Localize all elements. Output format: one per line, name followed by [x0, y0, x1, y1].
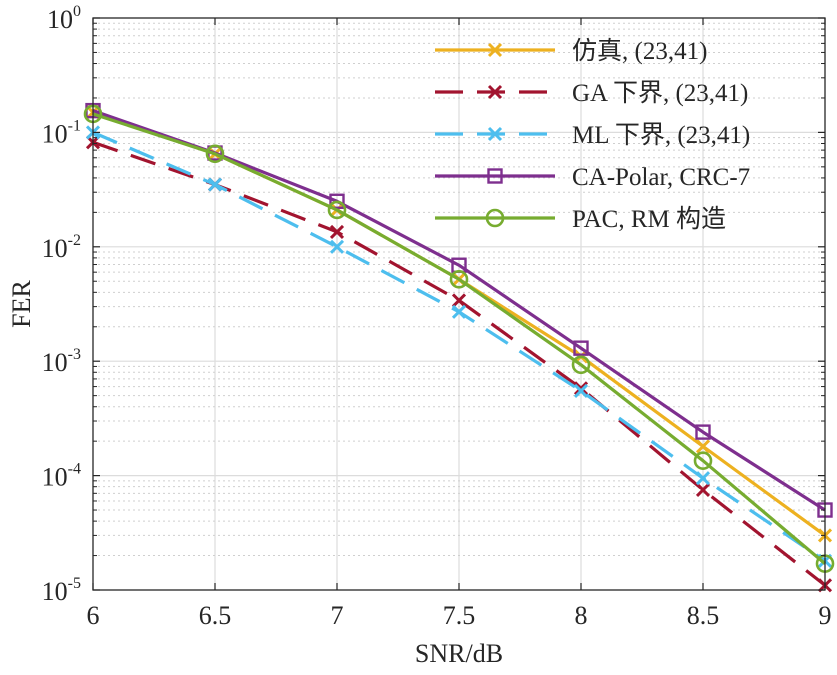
data-point [695, 424, 711, 440]
data-point [329, 193, 345, 209]
legend-marker [487, 168, 503, 184]
grid [93, 18, 825, 590]
y-tick-label: 10-4 [42, 461, 81, 492]
legend-entry: CA-Polar, CRC-7 [435, 164, 750, 191]
legend-marker [487, 84, 503, 100]
data-point [573, 381, 589, 396]
data-point [693, 451, 713, 470]
data-point [451, 304, 467, 319]
x-tick-label: 7 [331, 601, 344, 630]
x-tick-label: 9 [819, 601, 832, 630]
legend-label: GA 下界, (23,41) [572, 80, 748, 107]
series-4 [83, 104, 835, 573]
data-point [695, 482, 711, 497]
x-tick-label: 6 [87, 601, 100, 630]
legend-entry: 仿真, (23,41) [435, 37, 707, 65]
data-point [695, 439, 711, 454]
legend-marker [487, 42, 503, 58]
y-tick-label: 10-3 [42, 346, 81, 377]
data-point [449, 269, 469, 289]
data-point [573, 383, 589, 398]
data-point [451, 293, 467, 308]
legend-label: CA-Polar, CRC-7 [572, 164, 750, 191]
data-point [207, 177, 223, 192]
legend-marker [487, 126, 503, 142]
y-tick-label: 10-2 [42, 232, 81, 263]
legend-marker [485, 208, 505, 228]
x-tick-label: 8.5 [687, 601, 720, 630]
data-point [205, 144, 225, 164]
legend-label: 仿真, (23,41) [572, 37, 707, 65]
y-axis-label: FER [7, 280, 36, 328]
y-tick-label: 100 [47, 3, 81, 34]
x-tick-label: 7.5 [443, 601, 476, 630]
data-point [329, 224, 345, 239]
data-point [329, 239, 345, 254]
x-axis-label: SNR/dB [415, 639, 503, 668]
data-point [573, 340, 589, 356]
series-lines [83, 102, 835, 593]
legend-label: PAC, RM 构造 [572, 205, 726, 233]
axis-ticks: 6 6.5 7 7.5 8 8.5 9 100 10-1 10-2 10-3 10-4 10-5 [42, 3, 832, 630]
legend-label: ML 下界, (23,41) [572, 122, 750, 149]
legend-entry: ML 下界, (23,41) [435, 122, 750, 149]
series-line [92, 112, 827, 565]
data-point [695, 471, 711, 486]
data-point [327, 200, 347, 220]
legend-entry: PAC, RM 构造 [435, 205, 726, 233]
y-tick-label: 10-5 [42, 575, 81, 606]
x-tick-label: 8 [575, 601, 588, 630]
y-tick-label: 10-1 [42, 117, 81, 148]
data-point [571, 355, 591, 375]
x-tick-label: 6.5 [199, 601, 232, 630]
legend-entry: GA 下界, (23,41) [435, 80, 748, 107]
legend: 仿真, (23,41) GA 下界, (23,41) ML 下界, (23,41) C… [435, 37, 750, 233]
